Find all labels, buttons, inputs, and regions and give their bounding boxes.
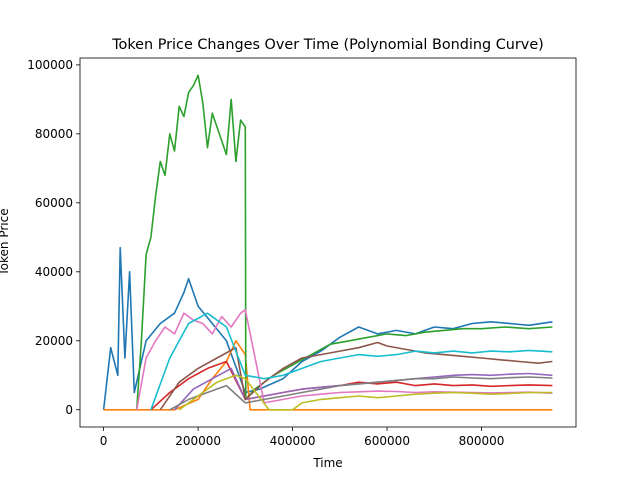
y-tick-label-1: 20000 — [35, 334, 73, 348]
series-line-8 — [178, 374, 553, 411]
y-tick-label-3: 60000 — [35, 196, 73, 210]
series-line-9 — [150, 312, 553, 411]
series-line-7 — [169, 376, 553, 411]
y-axis: 0 20000 40000 60000 80000 100000 — [27, 58, 80, 417]
chart-title: Token Price Changes Over Time (Polynomia… — [111, 37, 544, 53]
x-tick-label-2: 400000 — [270, 434, 316, 448]
y-tick-label-0: 0 — [65, 403, 73, 417]
y-axis-label: Token Price — [0, 208, 11, 276]
y-tick-label-5: 100000 — [27, 58, 73, 72]
x-tick-label-1: 200000 — [175, 434, 221, 448]
y-tick-label-2: 40000 — [35, 265, 73, 279]
plot-frame — [79, 57, 577, 428]
series-line-2 — [135, 74, 553, 410]
y-tick-label-4: 80000 — [35, 127, 73, 141]
x-tick-label-4: 800000 — [459, 434, 505, 448]
x-tick-label-3: 600000 — [364, 434, 410, 448]
x-axis-label: Time — [312, 456, 342, 470]
x-axis: 0 200000 400000 600000 800000 — [100, 427, 505, 448]
series-line-5 — [159, 341, 553, 411]
x-tick-label-0: 0 — [100, 434, 108, 448]
series-line-3 — [150, 360, 553, 411]
series-layer — [102, 74, 553, 411]
